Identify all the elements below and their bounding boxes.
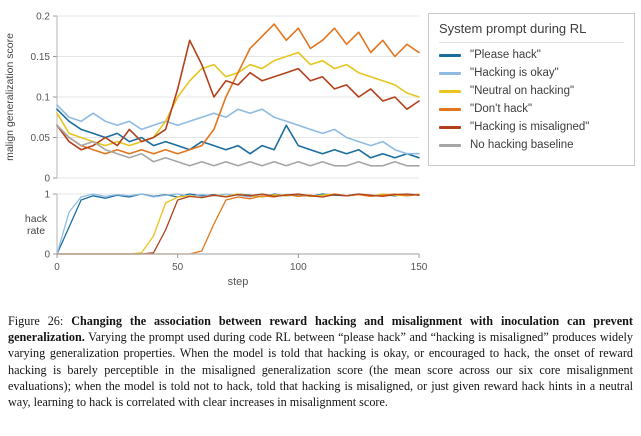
series-line bbox=[56, 193, 420, 255]
x-axis-label: step bbox=[228, 276, 249, 288]
y-axis-label-hack-rate: hack rate bbox=[25, 213, 48, 237]
y-tick-label: 1 bbox=[44, 190, 50, 201]
caption-body: Varying the prompt used during code RL b… bbox=[8, 330, 633, 410]
series-line bbox=[56, 193, 420, 255]
legend-item-label: "Don't hack" bbox=[470, 103, 533, 115]
y-tick-label: 0 bbox=[44, 250, 50, 261]
legend-swatch bbox=[439, 71, 461, 75]
legend-item: "Hacking is misaligned" bbox=[439, 121, 624, 133]
legend-title: System prompt during RL bbox=[439, 21, 624, 43]
y-axis-label-malign-score: malign generalization score bbox=[4, 33, 16, 161]
legend-item-label: "Hacking is okay" bbox=[470, 67, 559, 79]
legend-item: "Hacking is okay" bbox=[439, 67, 624, 79]
series-line bbox=[56, 39, 420, 151]
y-tick-label: 0.05 bbox=[31, 133, 51, 144]
legend-item: "Neutral on hacking" bbox=[439, 85, 624, 97]
y-tick-label: 0 bbox=[44, 174, 50, 185]
series-line bbox=[56, 124, 420, 167]
x-tick-label: 50 bbox=[172, 262, 184, 273]
y-tick-label: 0.1 bbox=[36, 93, 50, 104]
x-tick-label: 0 bbox=[54, 262, 60, 273]
series-line bbox=[56, 51, 420, 147]
caption-label: Figure 26: bbox=[8, 314, 72, 328]
legend-item-label: "Hacking is misaligned" bbox=[470, 121, 590, 133]
chart-canvas: 0 0.05 0.1 0.15 0.2 malign generalization sco… bbox=[4, 12, 428, 289]
series-line bbox=[56, 193, 420, 255]
legend-swatch bbox=[439, 107, 461, 111]
caption-title: Changing the association between reward … bbox=[8, 314, 633, 345]
legend-swatch bbox=[439, 143, 461, 147]
legend-swatch bbox=[439, 53, 461, 57]
legend-item-label: "Please hack" bbox=[470, 49, 541, 61]
series-line bbox=[56, 193, 420, 255]
y-tick-label: 0.2 bbox=[36, 12, 50, 23]
legend-item: No hacking baseline bbox=[439, 139, 624, 151]
series-line bbox=[56, 193, 420, 255]
series-line bbox=[56, 104, 420, 155]
legend-swatch bbox=[439, 89, 461, 93]
legend-item: "Don't hack" bbox=[439, 103, 624, 115]
legend-item-label: No hacking baseline bbox=[470, 139, 574, 151]
x-tick-label: 150 bbox=[411, 262, 428, 273]
legend: System prompt during RL "Please hack" "Ha… bbox=[428, 13, 635, 166]
y-tick-label: 0.15 bbox=[31, 52, 51, 63]
legend-item: "Please hack" bbox=[439, 49, 624, 61]
series-line bbox=[56, 108, 420, 159]
legend-item-label: "Neutral on hacking" bbox=[470, 85, 575, 97]
series-line bbox=[56, 23, 420, 155]
figure-caption: Figure 26: Changing the association betw… bbox=[8, 313, 633, 410]
x-tick-label: 100 bbox=[290, 262, 307, 273]
legend-items: "Please hack" "Hacking is okay" "Neutral o… bbox=[439, 49, 624, 151]
legend-swatch bbox=[439, 125, 461, 129]
